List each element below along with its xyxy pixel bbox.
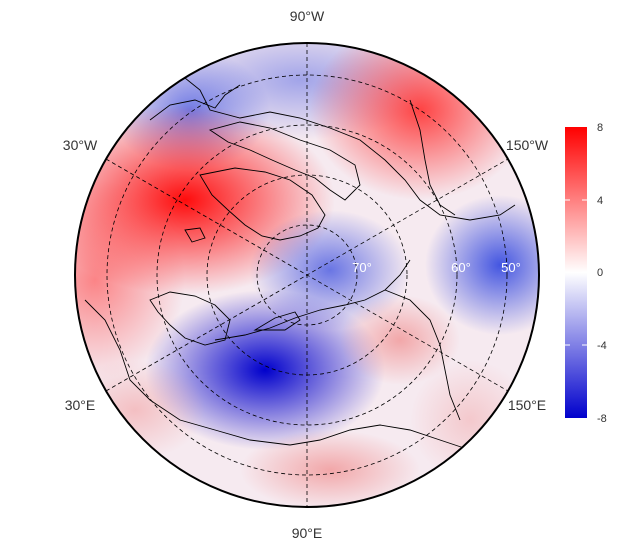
lon-label-lower-left: 30°E (65, 397, 96, 413)
coast-alaska (409, 99, 456, 216)
lat-label-60: 60° (451, 260, 471, 275)
colorbar-tick-label: 8 (597, 122, 603, 134)
colorbar: 8 4 0 -4 -8 (565, 122, 607, 425)
coast-asia-south (289, 424, 471, 451)
field-atlantic-red (75, 180, 185, 380)
coast-scandinavia (149, 291, 231, 346)
colorbar-gradient (565, 127, 587, 418)
lon-label-bottom: 90°E (292, 525, 323, 541)
colorbar-tick-label: 4 (597, 195, 603, 207)
lon-label-upper-right: 150°W (506, 137, 549, 153)
anomaly-field (75, 43, 539, 507)
lat-circle-50 (106, 74, 508, 476)
lon-label-upper-left: 30°W (63, 137, 98, 153)
field-alaska-red (310, 43, 530, 200)
colorbar-tick-label: -4 (597, 340, 607, 352)
field-north-pacific-pink (410, 360, 530, 480)
coast-iceland (184, 227, 206, 243)
field-asia-pink (240, 430, 420, 507)
lat-label-50: 50° (501, 260, 521, 275)
coast-novaya-zemlya (253, 311, 301, 331)
meridian-30e-150w (105, 158, 509, 392)
coast-north-america (174, 69, 516, 221)
map-border (74, 42, 540, 508)
colorbar-tick-label: 0 (597, 267, 603, 279)
lon-label-top: 90°W (290, 8, 325, 24)
lon-label-lower-right: 150°E (508, 397, 546, 413)
lat-label-70: 70° (352, 260, 372, 275)
coast-europe (84, 299, 291, 446)
coast-siberia (214, 259, 411, 341)
colorbar-tick-marks (565, 199, 587, 346)
coast-hudson-bay (149, 84, 241, 121)
graticule (105, 43, 509, 507)
coast-canada-archipelago (208, 121, 361, 201)
coast-greenland (199, 167, 326, 241)
field-east-siberia-pink (340, 295, 460, 385)
lat-circle-60 (156, 124, 458, 426)
colorbar-tick-label: -8 (597, 413, 607, 425)
coastlines (84, 69, 516, 451)
